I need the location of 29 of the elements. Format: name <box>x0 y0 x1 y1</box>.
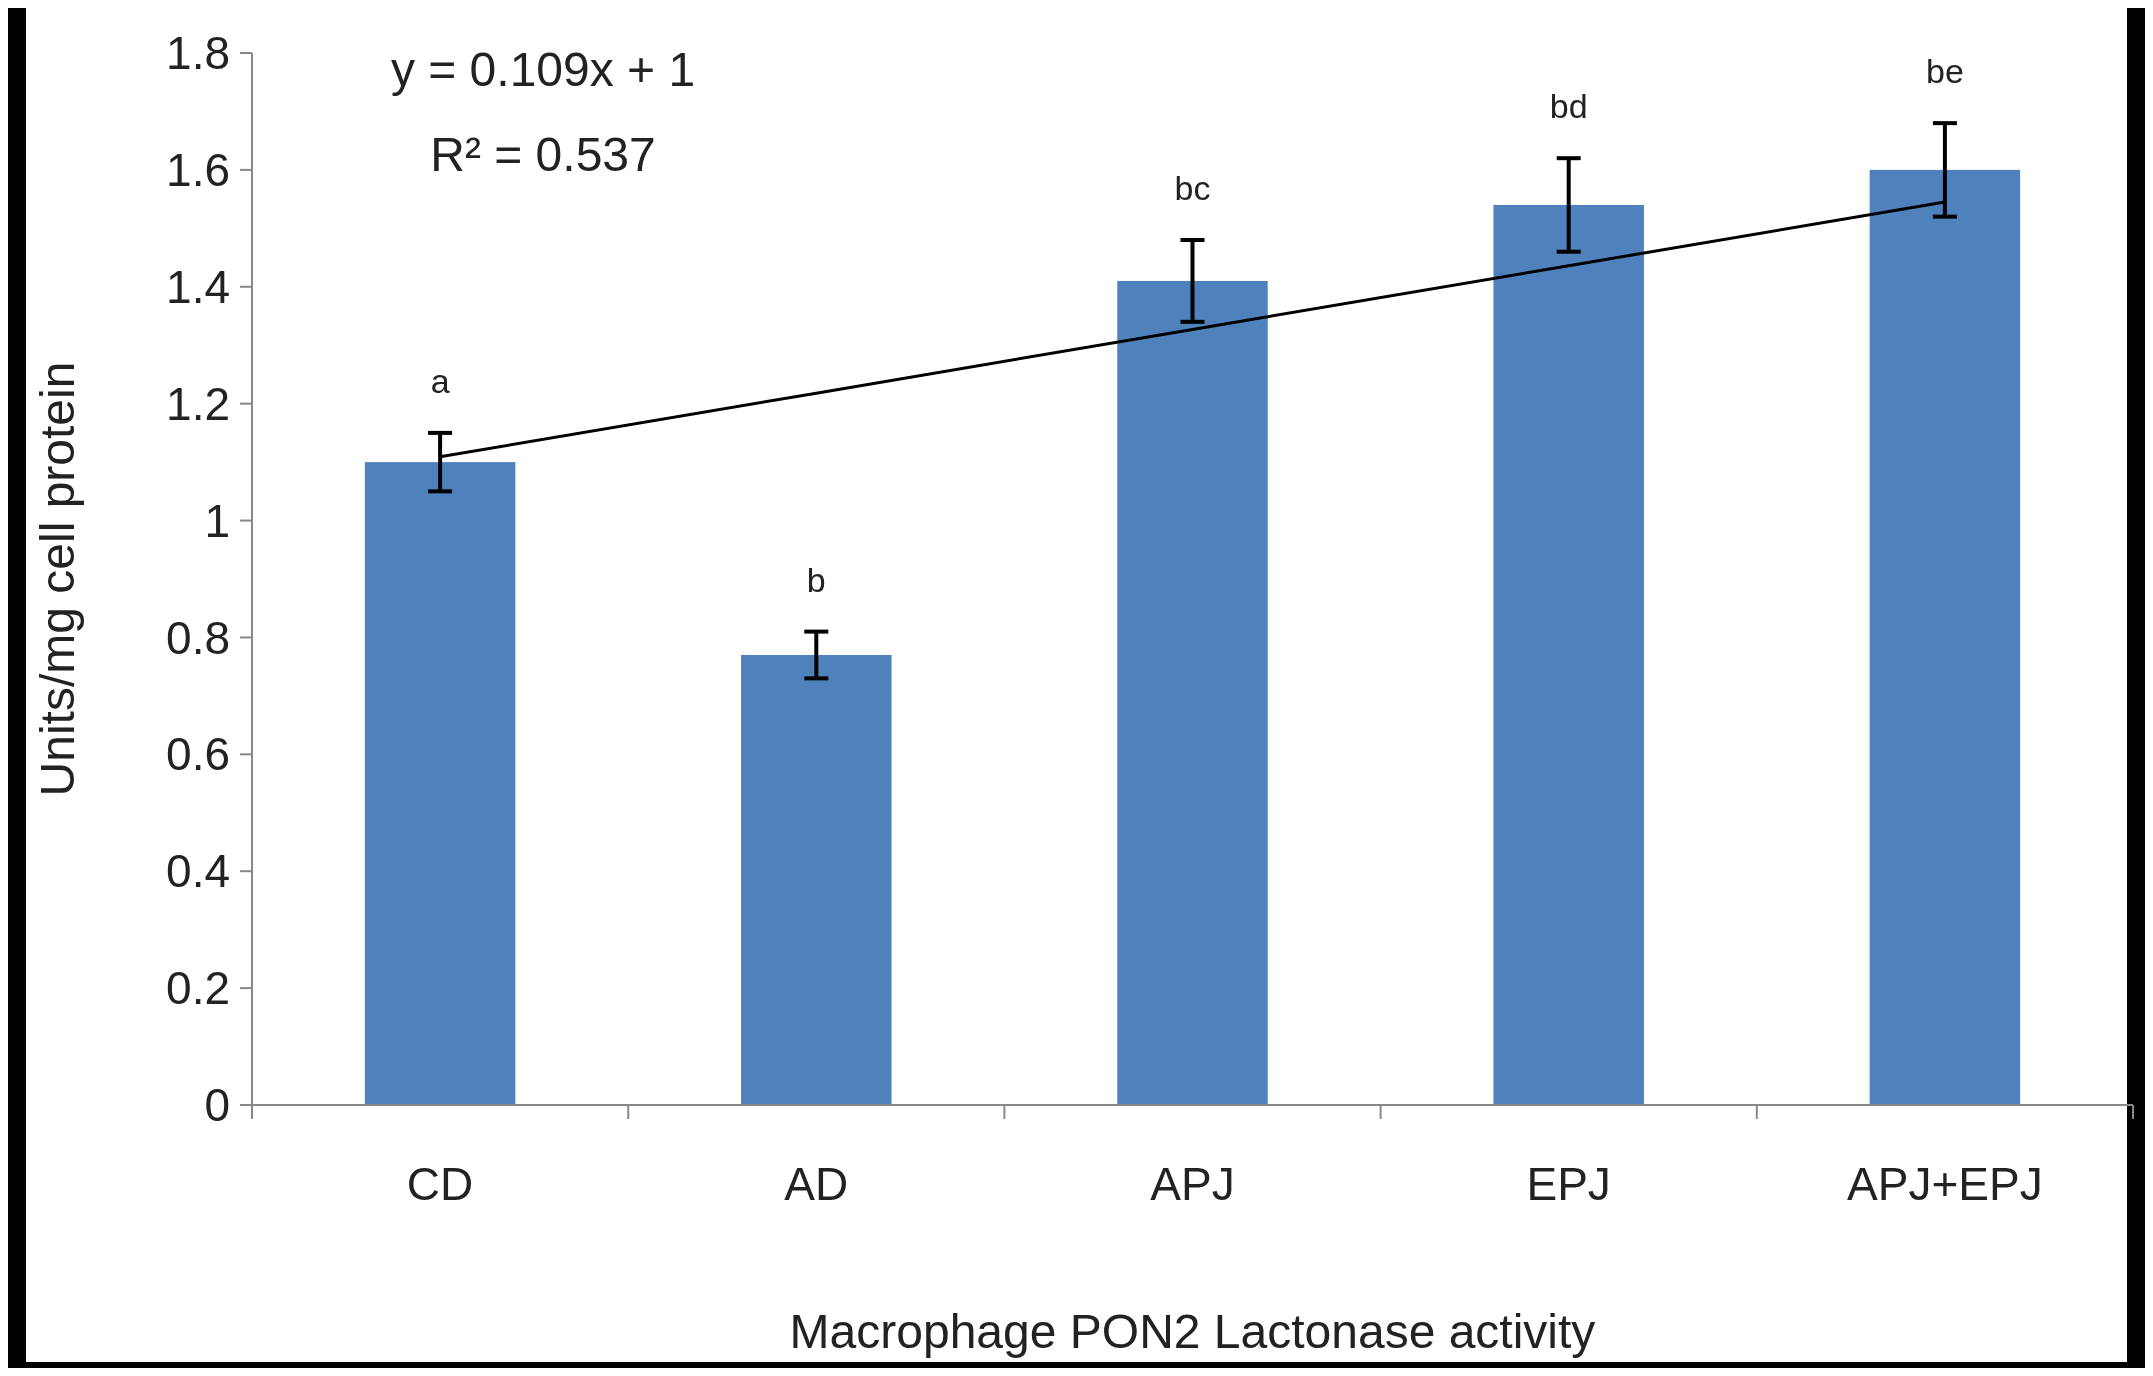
annotation: b <box>806 560 826 599</box>
annotation: be <box>1925 52 1964 91</box>
annotation: R² = 0.537 <box>430 128 656 181</box>
bar <box>1117 280 1268 1105</box>
y-tick-label: 1.6 <box>166 143 230 196</box>
x-tick-label: APJ+EPJ <box>1847 1158 2043 1210</box>
x-tick-label: APJ <box>1150 1158 1235 1210</box>
x-tick-label: AD <box>784 1158 849 1210</box>
bar <box>1493 204 1644 1105</box>
annotation: bc <box>1174 169 1211 208</box>
y-tick-label: 1.8 <box>166 27 230 80</box>
y-tick-label: 1 <box>204 494 230 547</box>
y-tick-label: 0.8 <box>166 611 230 664</box>
y-tick-label: 1.4 <box>166 260 230 313</box>
annotation: a <box>430 361 450 400</box>
y-tick-label: 0.4 <box>166 845 230 898</box>
bar <box>364 462 516 1105</box>
y-tick-label: 1.2 <box>166 377 230 430</box>
annotation: bd <box>1549 87 1588 126</box>
annotation: y = 0.109x + 1 <box>390 43 696 96</box>
y-tick-label: 0 <box>204 1079 230 1132</box>
x-axis-title: Macrophage PON2 Lactonase activity <box>789 1305 1596 1358</box>
x-tick-label: CD <box>406 1158 474 1210</box>
y-tick-label: 0.2 <box>166 962 230 1015</box>
y-axis-title: Units/mg cell protein <box>31 361 84 797</box>
y-tick-label: 0.6 <box>166 728 230 781</box>
x-tick-label: EPJ <box>1526 1158 1611 1210</box>
bar <box>741 654 892 1105</box>
bar <box>1869 169 2021 1105</box>
